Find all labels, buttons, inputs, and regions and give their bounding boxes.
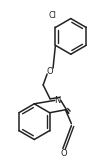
Text: Cl: Cl (48, 10, 56, 20)
Text: O: O (47, 67, 53, 76)
Text: O: O (61, 149, 67, 158)
Text: N: N (55, 96, 61, 105)
